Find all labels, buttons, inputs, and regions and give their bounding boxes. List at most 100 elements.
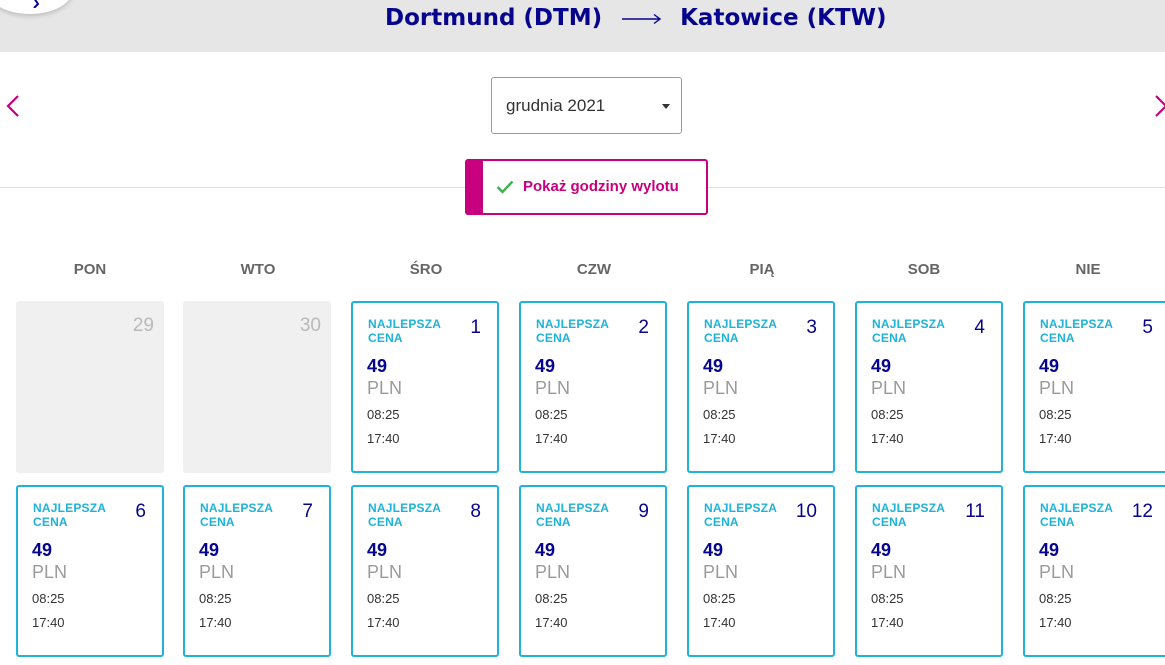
chevron-left-icon <box>6 95 19 117</box>
departure-time: 17:40 <box>1039 615 1072 630</box>
price-currency: PLN <box>1039 378 1075 398</box>
price-currency: PLN <box>32 562 68 582</box>
calendar-day[interactable]: 7 NAJLEPSZA CENA 49 PLN 08:25 17:40 <box>183 485 331 657</box>
price-amount: 49 <box>367 356 388 376</box>
price-currency: PLN <box>367 562 403 582</box>
caret-down-icon <box>662 104 670 109</box>
best-price-badge: NAJLEPSZA CENA <box>368 501 441 529</box>
route-title: Dortmund (DTM) Katowice (KTW) <box>385 2 887 34</box>
calendar-day[interactable]: 6 NAJLEPSZA CENA 49 PLN 08:25 17:40 <box>16 485 164 657</box>
departure-time: 08:25 <box>1039 591 1072 606</box>
weekday-tue: WTO <box>240 261 276 278</box>
toggle-label: Pokaż godziny wylotu <box>523 178 679 195</box>
calendar-day[interactable]: 4 NAJLEPSZA CENA 49 PLN 08:25 17:40 <box>855 301 1003 473</box>
checkmark-icon <box>496 180 514 194</box>
calendar-day[interactable]: 8 NAJLEPSZA CENA 49 PLN 08:25 17:40 <box>351 485 499 657</box>
day-number: 4 <box>974 317 985 338</box>
departure-time: 08:25 <box>1039 407 1072 422</box>
price-amount: 49 <box>32 540 53 560</box>
best-price-badge: NAJLEPSZA CENA <box>536 501 609 529</box>
calendar-day[interactable]: 11 NAJLEPSZA CENA 49 PLN 08:25 17:40 <box>855 485 1003 657</box>
price-amount: 49 <box>703 540 724 560</box>
calendar-day-disabled: 29 <box>16 301 164 473</box>
price-amount: 49 <box>535 356 556 376</box>
departure-time: 17:40 <box>32 615 65 630</box>
departure-time: 17:40 <box>1039 431 1072 446</box>
month-select[interactable]: grudnia 2021 <box>491 77 682 134</box>
best-price-badge: NAJLEPSZA CENA <box>368 317 441 345</box>
calendar-day[interactable]: 12 NAJLEPSZA CENA 49 PLN 08:25 17:40 <box>1023 485 1165 657</box>
departure-time: 08:25 <box>367 591 400 606</box>
departure-time: 08:25 <box>367 407 400 422</box>
departure-time: 17:40 <box>871 431 904 446</box>
best-price-badge: NAJLEPSZA CENA <box>33 501 106 529</box>
departure-time: 08:25 <box>199 591 232 606</box>
day-number: 5 <box>1142 317 1153 338</box>
price-amount: 49 <box>871 540 892 560</box>
day-number: 12 <box>1131 501 1153 522</box>
departure-time: 17:40 <box>199 615 232 630</box>
calendar-day[interactable]: 9 NAJLEPSZA CENA 49 PLN 08:25 17:40 <box>519 485 667 657</box>
best-price-badge: NAJLEPSZA CENA <box>704 317 777 345</box>
day-number: 9 <box>638 501 649 522</box>
origin-label: Dortmund (DTM) <box>385 5 603 31</box>
back-arrow-icon <box>33 0 40 8</box>
show-departure-times-toggle[interactable]: Pokaż godziny wylotu <box>465 159 708 215</box>
day-number: 3 <box>806 317 817 338</box>
weekday-mon: PON <box>73 261 107 278</box>
weekday-sat: SOB <box>907 261 941 278</box>
best-price-badge: NAJLEPSZA CENA <box>536 317 609 345</box>
departure-time: 17:40 <box>535 431 568 446</box>
price-currency: PLN <box>535 562 571 582</box>
weekday-sun: NIE <box>1075 261 1101 278</box>
departure-time: 17:40 <box>871 615 904 630</box>
departure-time: 17:40 <box>703 431 736 446</box>
day-number: 11 <box>965 501 985 522</box>
previous-month-button[interactable] <box>4 94 22 118</box>
departure-time: 08:25 <box>703 591 736 606</box>
best-price-badge: NAJLEPSZA CENA <box>872 501 945 529</box>
price-amount: 49 <box>1039 356 1060 376</box>
weekday-fri: PIĄ <box>749 261 775 278</box>
calendar-day[interactable]: 1 NAJLEPSZA CENA 49 PLN 08:25 17:40 <box>351 301 499 473</box>
departure-time: 08:25 <box>871 407 904 422</box>
price-amount: 49 <box>703 356 724 376</box>
back-button[interactable] <box>0 0 72 14</box>
toggle-stripe <box>467 161 483 213</box>
calendar-day[interactable]: 3 NAJLEPSZA CENA 49 PLN 08:25 17:40 <box>687 301 835 473</box>
day-number: 29 <box>132 315 154 336</box>
next-month-button[interactable] <box>1152 94 1165 118</box>
month-select-value: grudnia 2021 <box>506 96 606 115</box>
departure-time: 17:40 <box>367 615 400 630</box>
weekday-wed: ŚRO <box>409 261 443 278</box>
price-currency: PLN <box>871 562 907 582</box>
departure-time: 08:25 <box>32 591 65 606</box>
weekday-thu: CZW <box>576 261 612 278</box>
best-price-badge: NAJLEPSZA CENA <box>200 501 273 529</box>
best-price-badge: NAJLEPSZA CENA <box>1040 501 1113 529</box>
departure-time: 17:40 <box>703 615 736 630</box>
calendar-day[interactable]: 10 NAJLEPSZA CENA 49 PLN 08:25 17:40 <box>687 485 835 657</box>
calendar-day-disabled: 30 <box>183 301 331 473</box>
departure-time: 08:25 <box>871 591 904 606</box>
departure-time: 08:25 <box>703 407 736 422</box>
day-number: 6 <box>135 501 146 522</box>
calendar-day[interactable]: 5 NAJLEPSZA CENA 49 PLN 08:25 17:40 <box>1023 301 1165 473</box>
best-price-badge: NAJLEPSZA CENA <box>1040 317 1113 345</box>
day-number: 2 <box>638 317 649 338</box>
price-currency: PLN <box>703 562 739 582</box>
departure-time: 17:40 <box>535 615 568 630</box>
price-currency: PLN <box>1039 562 1075 582</box>
price-currency: PLN <box>199 562 235 582</box>
departure-time: 08:25 <box>535 407 568 422</box>
price-currency: PLN <box>535 378 571 398</box>
price-amount: 49 <box>367 540 388 560</box>
price-amount: 49 <box>535 540 556 560</box>
chevron-right-icon <box>1155 95 1165 117</box>
day-number: 10 <box>795 501 817 522</box>
price-currency: PLN <box>703 378 739 398</box>
day-number: 30 <box>299 315 321 336</box>
day-number: 1 <box>470 317 481 338</box>
price-amount: 49 <box>1039 540 1060 560</box>
calendar-day[interactable]: 2 NAJLEPSZA CENA 49 PLN 08:25 17:40 <box>519 301 667 473</box>
